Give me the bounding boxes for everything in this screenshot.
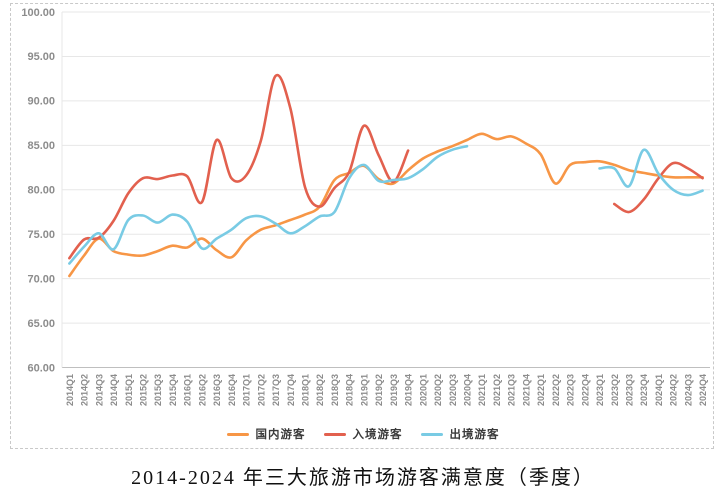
outbound-series-line [598,148,704,197]
y-axis-tick-label: 90.00 [27,96,55,108]
x-axis-tick-label: 2020Q3 [448,374,458,406]
y-axis-tick-label: 75.00 [27,229,55,241]
x-axis-tick-label: 2015Q2 [139,374,149,406]
y-axis-tick-label: 65.00 [27,318,55,330]
y-axis-tick-label: 70.00 [27,273,55,285]
x-axis-tick-label: 2020Q4 [463,374,473,406]
y-axis-tick-label: 100.00 [21,7,55,19]
x-axis-tick-label: 2024Q3 [683,374,693,406]
y-axis-tick-label: 95.00 [27,51,55,63]
x-axis-tick-label: 2018Q3 [330,374,340,406]
domestic-series-line [68,132,704,278]
x-axis-tick-label: 2023Q2 [610,374,620,406]
x-axis-tick-label: 2024Q4 [698,374,708,406]
x-axis-tick-label: 2014Q1 [65,374,75,406]
x-axis-tick-label: 2015Q4 [168,374,178,406]
x-axis-tick-label: 2021Q4 [521,374,531,406]
outbound-series-line [68,144,469,265]
satisfaction-line-chart: 100.00 95.00 90.00 85.00 80.00 75.00 70.00 65.0… [21,7,710,406]
legend-label-outbound: 出境游客 [449,429,500,441]
x-axis-tick-label: 2022Q3 [566,374,576,406]
x-axis-tick-label: 2020Q1 [418,374,428,406]
chart-caption-title: 2014-2024 年三大旅游市场游客满意度（季度） [131,467,595,489]
chart-outer-frame [10,3,714,449]
x-axis-tick-label: 2018Q2 [315,374,325,406]
x-axis-tick-label: 2019Q3 [389,374,399,406]
x-axis-tick-label: 2022Q2 [551,374,561,406]
x-axis-tick-label: 2017Q4 [286,374,296,406]
legend-item-outbound: 出境游客 [420,426,500,442]
x-axis-tick-label: 2014Q2 [80,374,90,406]
y-axis-tick-label: 85.00 [27,140,55,152]
x-axis-tick-label: 2019Q4 [404,374,414,406]
legend-label-inbound: 入境游客 [352,429,403,441]
x-axis-tick-label: 2017Q1 [242,374,252,406]
outbound-series-swatch [420,432,443,436]
x-axis-tick-label: 2024Q1 [654,374,664,406]
x-axis-tick-label: 2022Q4 [580,374,590,406]
inbound-series-swatch [323,432,346,436]
x-axis-tick-label: 2016Q4 [227,374,237,406]
legend-item-domestic: 国内游客 [226,426,306,442]
legend-label-domestic: 国内游客 [255,429,306,441]
x-axis-tick-label: 2016Q1 [183,374,193,406]
x-axis-tick-label: 2017Q3 [271,374,281,406]
x-axis-tick-label: 2021Q1 [477,374,487,406]
x-axis-tick-label: 2023Q1 [595,374,605,406]
x-axis-tick-label: 2024Q2 [669,374,679,406]
x-axis-tick-label: 2023Q4 [639,374,649,406]
x-axis-tick-label: 2021Q2 [492,374,502,406]
x-axis-tick-label: 2015Q1 [124,374,134,406]
x-axis-tick-label: 2023Q3 [625,374,635,406]
x-axis-tick-label: 2018Q1 [301,374,311,406]
x-axis-tick-label: 2020Q2 [433,374,443,406]
x-axis-tick-label: 2018Q4 [345,374,355,406]
domestic-series-swatch [226,432,249,436]
x-axis-tick-label: 2017Q2 [256,374,266,406]
inbound-series-line [68,73,410,260]
x-axis-tick-label: 2021Q3 [507,374,517,406]
x-axis-tick-label: 2019Q2 [374,374,384,406]
x-axis-tick-label: 2015Q3 [153,374,163,406]
x-axis-tick-label: 2016Q3 [212,374,222,406]
x-axis-tick-label: 2019Q1 [359,374,369,406]
x-axis-tick-label: 2016Q2 [197,374,207,406]
x-axis-tick-label: 2022Q1 [536,374,546,406]
x-axis-tick-label: 2014Q3 [94,374,104,406]
y-axis-tick-label: 60.00 [27,362,55,374]
chart-legend: 国内游客 入境游客 出境游客 [0,426,726,442]
legend-item-inbound: 入境游客 [323,426,403,442]
inbound-series-line [612,161,704,214]
x-axis-tick-label: 2014Q4 [109,374,119,406]
y-axis-tick-label: 80.00 [27,185,55,197]
